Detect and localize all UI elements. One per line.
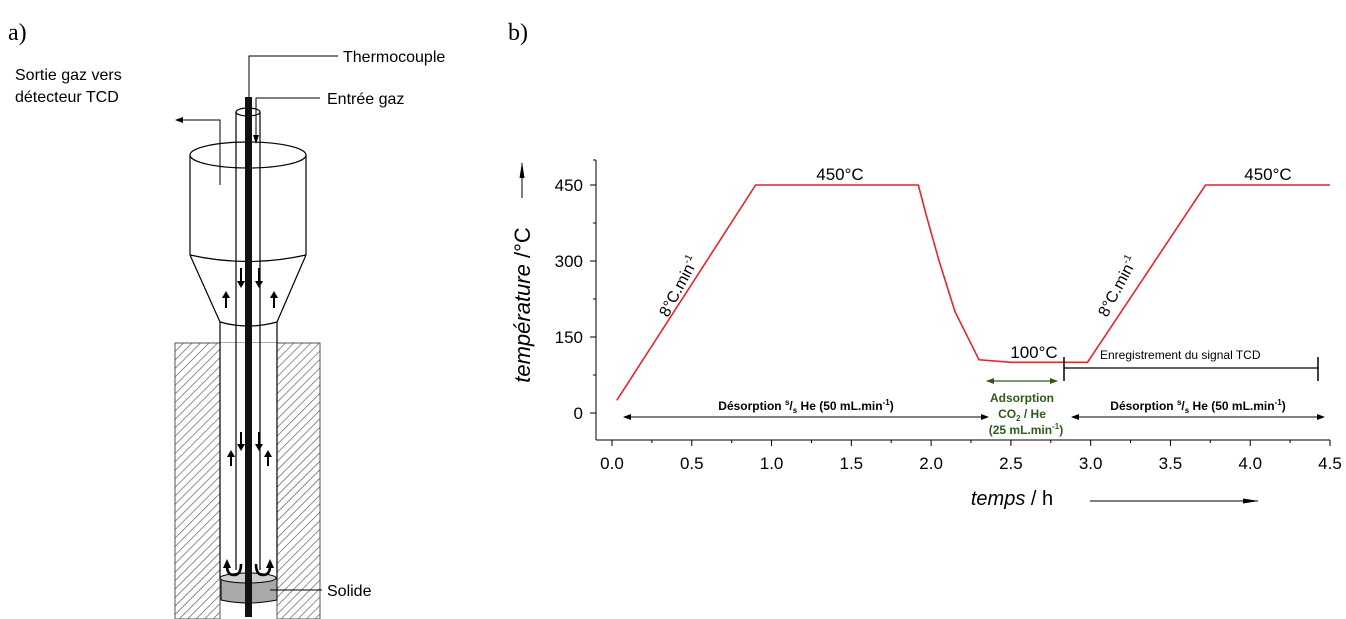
adsorption-line3-exp: -1 xyxy=(1052,422,1060,431)
desorption1-sup: s xyxy=(785,398,790,407)
plateau1-label: 450°C xyxy=(816,165,863,184)
x-axis-title-italic: temps xyxy=(971,488,1025,510)
x-tick-label: 3.5 xyxy=(1159,454,1183,473)
ramp2-label: 8°C.min-1 xyxy=(1094,252,1142,320)
axis-ticks xyxy=(590,159,1331,446)
solid-label: Solide xyxy=(327,583,372,600)
tick-labels: 0.0 0.5 1.0 1.5 2.0 2.5 3.0 3.5 4.0 4.5 0 150 300 450 xyxy=(555,176,1342,473)
y-axis-title-italic: température xyxy=(510,264,535,383)
x-tick-label: 4.0 xyxy=(1238,454,1262,473)
desorption1-text-c: ) xyxy=(890,399,894,413)
panel-b-label: b) xyxy=(508,20,528,46)
desorption2-text-a: Désorption xyxy=(1110,399,1177,413)
panel-a-label: a) xyxy=(8,20,27,46)
x-tick-label: 3.0 xyxy=(1079,454,1103,473)
y-axis-title: température /°C xyxy=(510,227,535,383)
desorption2-exp: -1 xyxy=(1275,398,1283,407)
ramp2-text: 8°C.min xyxy=(1096,261,1138,319)
desorption1-text-b: He (50 mL.min xyxy=(797,399,882,413)
adsorption-line2-sub: 2 xyxy=(1016,414,1021,423)
gas-outlet-label-line1: Sortie gaz vers xyxy=(15,67,122,84)
annotations: 450°C 450°C 100°C 8°C.min-1 8°C.min-1 En… xyxy=(623,165,1325,437)
plateau2-label: 450°C xyxy=(1244,165,1291,184)
desorption1-exp: -1 xyxy=(883,398,891,407)
panel-a: a) xyxy=(8,20,445,619)
gas-inlet-label: Entrée gaz xyxy=(327,91,404,108)
temperature-profile-line xyxy=(616,184,1330,401)
y-tick-label: 150 xyxy=(555,328,583,347)
adsorption-line3-b: ) xyxy=(1059,423,1063,437)
thermocouple-rod xyxy=(245,97,252,617)
x-tick-label: 2.5 xyxy=(999,454,1023,473)
panel-b: b) 0.0 0.5 1.0 1.5 2.0 2.5 3.0 3.5 4.0 4.5 0 150 300… xyxy=(508,20,1342,510)
desorption2-text-b: He (50 mL.min xyxy=(1189,399,1274,413)
desorption2-sup: s xyxy=(1177,398,1182,407)
y-tick-label: 450 xyxy=(555,176,583,195)
adsorption-line3-a: (25 mL.min xyxy=(989,423,1052,437)
adsorption-line1: Adsorption xyxy=(990,391,1054,405)
tcd-recording-label: Enregistrement du signal TCD xyxy=(1100,348,1261,362)
desorption2-label: Désorption s/s He (50 mL.min-1) xyxy=(1110,398,1285,415)
axes xyxy=(595,160,1330,441)
adsorption-temp-label: 100°C xyxy=(1010,343,1057,362)
desorption1-label: Désorption s/s He (50 mL.min-1) xyxy=(718,398,893,415)
desorption2-sub: s xyxy=(1185,406,1190,415)
ramp1-label: 8°C.min-1 xyxy=(655,252,703,320)
x-axis-title: temps / h xyxy=(971,488,1053,510)
leader-lines xyxy=(175,55,338,591)
x-tick-label: 1.0 xyxy=(760,454,784,473)
desorption1-text-a: Désorption xyxy=(718,399,785,413)
desorption2-text-c: ) xyxy=(1282,399,1286,413)
x-tick-label: 4.5 xyxy=(1318,454,1342,473)
adsorption-line3: (25 mL.min-1) xyxy=(989,422,1063,437)
x-tick-label: 0.0 xyxy=(600,454,624,473)
y-tick-label: 0 xyxy=(574,404,583,423)
x-axis-title-unit: / h xyxy=(1025,488,1053,510)
adsorption-line2-b: / He xyxy=(1021,407,1047,421)
y-tick-label: 300 xyxy=(555,252,583,271)
gas-outlet-label-line2: détecteur TCD xyxy=(15,89,119,106)
desorption1-sub: s xyxy=(793,406,798,415)
adsorption-label: Adsorption CO2 / He (25 mL.min-1) xyxy=(989,391,1063,437)
x-tick-label: 0.5 xyxy=(680,454,704,473)
ramp1-text: 8°C.min xyxy=(657,261,699,319)
x-tick-label: 1.5 xyxy=(840,454,864,473)
adsorption-line2: CO2 / He xyxy=(998,407,1046,423)
y-axis-title-unit: /°C xyxy=(510,227,535,264)
x-tick-label: 2.0 xyxy=(919,454,943,473)
flow-arrows xyxy=(222,268,278,577)
adsorption-line2-a: CO xyxy=(998,407,1016,421)
thermocouple-label: Thermocouple xyxy=(343,49,445,66)
